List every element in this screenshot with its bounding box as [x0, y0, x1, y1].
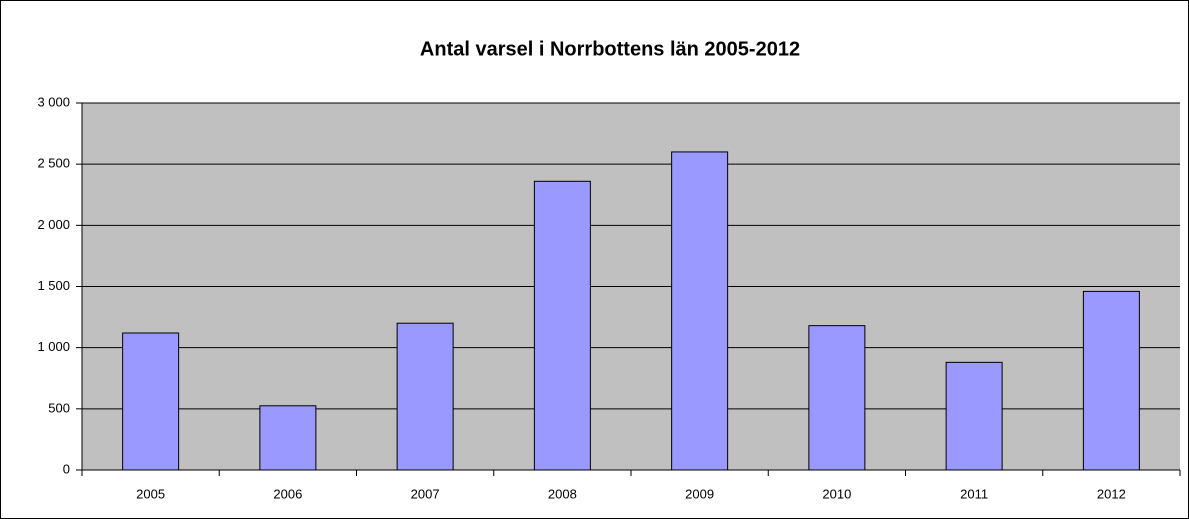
- x-tick-label: 2009: [685, 486, 714, 501]
- bar: [122, 332, 180, 471]
- bar: [945, 361, 1003, 471]
- y-tick-label: 2 000: [37, 217, 70, 232]
- x-tick-label: 2010: [822, 486, 851, 501]
- y-tick-label: 3 000: [37, 94, 70, 109]
- x-tick-label: 2012: [1097, 486, 1126, 501]
- y-tick-label: 0: [63, 461, 70, 476]
- bar: [671, 151, 729, 471]
- chart-title: Antal varsel i Norrbottens län 2005-2012: [420, 38, 800, 60]
- x-tick-label: 2007: [411, 486, 440, 501]
- y-tick-label: 1 000: [37, 339, 70, 354]
- x-tick-label: 2005: [136, 486, 165, 501]
- x-tick-label: 2011: [960, 486, 988, 501]
- bar: [808, 325, 866, 471]
- x-tick-label: 2006: [273, 486, 302, 501]
- bar: [259, 405, 317, 471]
- y-tick-label: 2 500: [37, 156, 70, 171]
- bar: [533, 180, 591, 471]
- y-tick-label: 1 500: [37, 278, 70, 293]
- x-tick-label: 2008: [548, 486, 577, 501]
- bar: [396, 322, 454, 471]
- y-tick-label: 500: [48, 400, 70, 415]
- bar: [1082, 290, 1140, 471]
